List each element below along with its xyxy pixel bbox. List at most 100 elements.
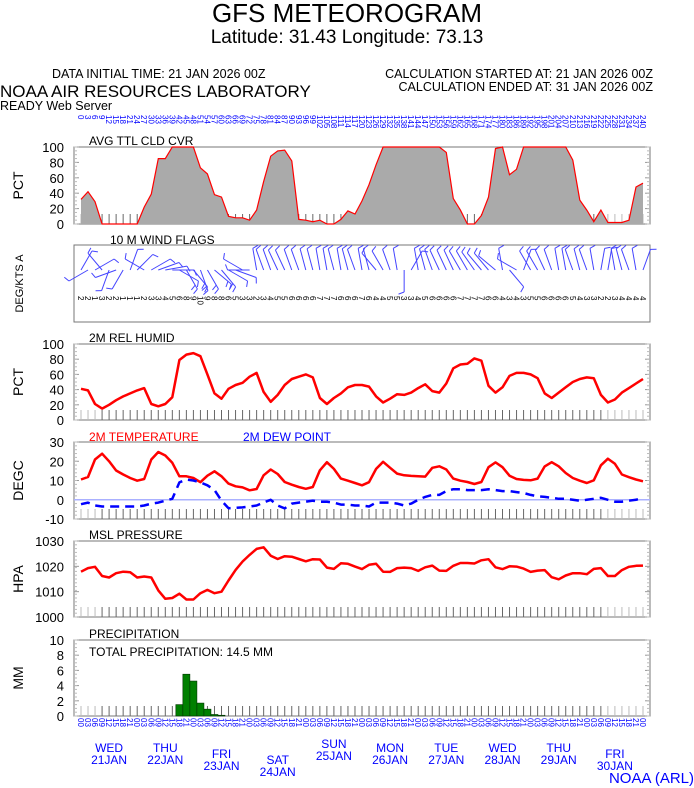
wind-barb [315, 248, 321, 271]
y-tick-label: 30 [50, 435, 64, 450]
panel-frame-wind [73, 244, 651, 323]
wind-barb-flag [306, 244, 313, 250]
server-name: READY Web Server [0, 99, 112, 113]
wind-barb-flag [473, 247, 478, 254]
hour-label: 09 [434, 718, 443, 727]
wind-barb-flag [424, 245, 430, 250]
hour-label: 09 [97, 718, 106, 727]
y-tick-label: 20 [50, 398, 64, 413]
hour-label: 06 [540, 718, 549, 727]
wind-speed-label: 3 [406, 296, 415, 301]
y-tick-label: 20 [50, 202, 64, 217]
wind-speed-label: 3 [97, 296, 106, 301]
wind-barb-flag [87, 247, 92, 254]
forecast-hour-label: 84 [273, 115, 282, 124]
wind-speed-label: 3 [582, 296, 591, 301]
hour-label: 03 [364, 718, 373, 727]
wind-barb [478, 255, 496, 271]
hour-label: 00 [526, 718, 535, 727]
wind-barb [523, 249, 532, 271]
wind-barb-flag [262, 245, 269, 250]
precip-bar [210, 714, 219, 717]
hour-label: 09 [322, 718, 331, 727]
wind-barb [94, 258, 115, 271]
day-of-week-label: SUN [321, 737, 346, 751]
wind-barb-flag [573, 244, 580, 250]
forecast-hour-label: 219 [589, 115, 598, 129]
wind-barb [341, 248, 349, 271]
pressure-line [80, 546, 644, 601]
day-of-week-label: SAT [266, 753, 289, 767]
wind-barb [554, 248, 560, 271]
hour-label: 00 [76, 718, 85, 727]
hour-label: 06 [427, 718, 436, 727]
dew-point-line [80, 478, 644, 510]
wind-barb-flag [169, 258, 176, 264]
calc-ended: CALCULATION ENDED AT: 31 JAN 2026 00Z [399, 80, 654, 94]
hour-label: 15 [448, 718, 457, 727]
wind-barb [223, 258, 243, 271]
date-label: 26JAN [372, 753, 408, 767]
y-tick-label: 10 [50, 633, 64, 648]
wind-barb-flag [498, 244, 505, 249]
wind-barb-flag [322, 244, 329, 249]
forecast-hour-label: 33 [153, 115, 162, 124]
wind-barb [631, 248, 637, 271]
wind-barb [419, 248, 426, 271]
wind-barb [610, 248, 616, 271]
wind-speed-label: 3 [519, 296, 528, 301]
hour-label: 21 [350, 718, 359, 727]
wind-barb [267, 249, 279, 271]
precip-total: TOTAL PRECIPITATION: 14.5 MM [89, 645, 273, 659]
date-label: 24JAN [260, 765, 296, 779]
wind-barb [392, 248, 398, 271]
forecast-hour-label: 150 [427, 115, 436, 129]
wind-speed-label: 6 [540, 296, 549, 301]
day-of-week-label: TUE [434, 741, 458, 755]
wind-barb [255, 249, 265, 271]
hour-label: 00 [469, 718, 478, 727]
wind-barb [228, 269, 248, 282]
wind-barb-flag [196, 280, 199, 288]
wind-barb-flag [186, 265, 191, 272]
y-tick-label: 100 [42, 140, 64, 155]
hour-label: 03 [139, 718, 148, 727]
wind-barb-flag [436, 245, 442, 251]
wind-speed-label: 2 [603, 296, 612, 301]
initial-time: DATA INITIAL TIME: 21 JAN 2026 00Z [52, 67, 266, 81]
wind-speed-label: 3 [153, 296, 162, 301]
wind-barb [620, 249, 630, 271]
forecast-hour-label: 9 [97, 115, 106, 120]
wind-barb-flag [429, 245, 435, 251]
wind-barb [526, 250, 539, 271]
wind-barb-flag [419, 244, 425, 250]
wind-speed-label: 4 [512, 296, 521, 301]
forecast-hour-label: 177 [490, 115, 499, 129]
date-label: 23JAN [203, 759, 239, 773]
wind-barb [534, 249, 546, 271]
wind-speed-label: 2 [252, 296, 261, 301]
forecast-hour-label: 171 [476, 115, 485, 129]
hour-label: 15 [336, 718, 345, 727]
forecast-hour-label: 51 [195, 115, 204, 124]
forecast-hour-label: 57 [209, 115, 218, 124]
forecast-hour-label: 69 [238, 115, 247, 124]
y-tick-label: 4 [57, 679, 64, 694]
forecast-hour-label: 24 [132, 115, 141, 124]
wind-speed-label: 2 [139, 296, 148, 301]
wind-speed-label: 2 [596, 296, 605, 301]
y-tick-label: 40 [50, 186, 64, 201]
forecast-hour-label: 144 [413, 115, 422, 129]
y-axis-label: PCT [10, 171, 26, 199]
panel-title: AVG TTL CLD CVR [89, 134, 194, 148]
wind-speed-label: 4 [638, 296, 647, 301]
hour-label: 03 [252, 718, 261, 727]
wind-speed-label: 7 [462, 296, 471, 301]
wind-barb-flag [290, 245, 297, 250]
wind-barb-flag [152, 253, 159, 258]
wind-speed-label: 5 [280, 296, 289, 301]
wind-barb [362, 248, 370, 271]
wind-barb-flag [225, 264, 229, 271]
forecast-hour-label: 108 [329, 115, 338, 129]
wind-speed-label: 1 [118, 296, 127, 301]
